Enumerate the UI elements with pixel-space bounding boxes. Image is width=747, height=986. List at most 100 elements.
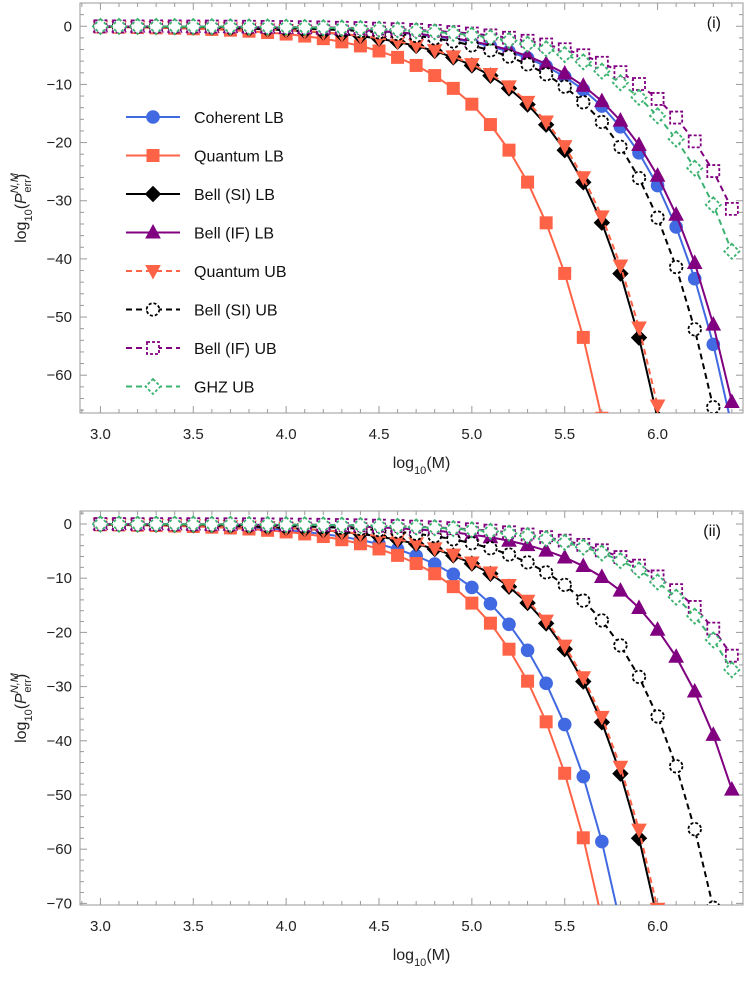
data-point-bell-si-ub xyxy=(613,139,628,155)
data-point-quantum-ub xyxy=(426,542,443,557)
data-point-bell-if-ub xyxy=(724,201,739,216)
y-axis-title-part: P xyxy=(13,193,30,204)
data-point-bell-if-lb xyxy=(631,136,647,151)
x-tick-label: 4.5 xyxy=(369,426,390,443)
data-point-ghz-ub xyxy=(648,107,667,125)
data-point-ghz-ub xyxy=(110,17,128,36)
data-point-bell-if-lb xyxy=(705,316,722,331)
data-point-coherent-lb xyxy=(576,769,591,784)
data-point-ghz-ub xyxy=(685,607,704,625)
data-point-quantum-ub xyxy=(556,639,573,655)
data-point-bell-si-ub xyxy=(520,555,535,570)
data-point-ghz-ub xyxy=(630,561,648,579)
legend-marker xyxy=(145,302,161,317)
data-point-bell-si-ub xyxy=(668,259,684,275)
data-point-ghz-ub xyxy=(370,20,388,38)
data-point-ghz-ub xyxy=(667,130,685,148)
series-line-bell-si-lb xyxy=(100,25,658,413)
data-point-quantum-lb xyxy=(446,81,460,95)
data-point-quantum-ub xyxy=(482,566,499,582)
data-point-quantum-lb xyxy=(558,766,572,780)
y-axis-title-part: 10 xyxy=(23,209,35,221)
data-point-ghz-ub xyxy=(537,39,555,58)
data-point-ghz-ub xyxy=(593,62,611,80)
data-point-bell-si-ub xyxy=(483,541,498,556)
series-quantum-ub xyxy=(92,20,666,413)
data-point-ghz-ub xyxy=(240,515,258,534)
x-tick-label: 3.0 xyxy=(90,918,111,935)
legend-marker xyxy=(146,149,160,162)
data-point-bell-si-ub xyxy=(557,577,572,593)
data-point-bell-si-ub xyxy=(446,532,461,547)
data-point-bell-if-lb xyxy=(705,726,722,741)
y-tick-label: −10 xyxy=(47,570,72,587)
x-tick-label: 6.0 xyxy=(647,918,668,935)
y-axis-title-part: ) xyxy=(13,674,30,679)
y-axis-title-part: ( xyxy=(13,703,30,709)
panel-label: (i) xyxy=(707,15,721,32)
data-point-bell-si-ub xyxy=(706,900,720,905)
data-point-ghz-ub xyxy=(704,631,723,649)
legend-entry-bell-si-ub: Bell (SI) UB xyxy=(126,302,278,320)
data-point-bell-if-ub xyxy=(724,648,739,663)
data-point-ghz-ub xyxy=(463,26,481,44)
y-axis-title-part: err xyxy=(22,179,34,193)
data-point-bell-if-lb xyxy=(575,557,592,573)
y-tick-label: −50 xyxy=(47,787,72,804)
x-tick-label: 5.0 xyxy=(461,918,482,935)
data-point-ghz-ub xyxy=(723,242,741,261)
data-point-quantum-ub xyxy=(482,68,499,83)
data-point-coherent-lb xyxy=(502,617,516,632)
y-tick-label: 0 xyxy=(64,18,72,35)
x-tick-label: 3.0 xyxy=(90,426,111,443)
x-axis-title-part: log xyxy=(393,947,414,964)
legend-marker xyxy=(146,341,160,355)
y-axis-title-part: 10 xyxy=(23,709,35,721)
data-point-quantum-ub xyxy=(538,115,554,131)
series-bell-si-ub xyxy=(93,517,720,905)
data-point-quantum-lb xyxy=(502,143,516,157)
data-point-bell-si-ub xyxy=(464,38,480,53)
data-point-ghz-ub xyxy=(704,196,723,214)
data-point-ghz-ub xyxy=(667,588,685,606)
data-point-bell-if-ub xyxy=(650,92,665,106)
data-point-ghz-ub xyxy=(128,17,147,36)
data-point-coherent-lb xyxy=(557,717,572,732)
legend-marker xyxy=(144,185,162,203)
data-point-ghz-ub xyxy=(388,517,407,536)
data-point-ghz-ub xyxy=(277,18,295,36)
series-line-bell-si-lb xyxy=(100,523,656,905)
data-point-quantum-lb xyxy=(576,330,590,344)
data-point-ghz-ub xyxy=(221,17,240,36)
data-point-bell-if-ub xyxy=(706,164,721,178)
data-point-quantum-ub xyxy=(612,259,629,275)
data-point-bell-if-ub xyxy=(632,77,646,91)
data-point-quantum-lb xyxy=(409,58,423,72)
data-point-ghz-ub xyxy=(425,23,444,41)
data-point-quantum-ub xyxy=(612,760,629,776)
x-axis-title-part: ( xyxy=(426,947,432,964)
data-point-bell-si-ub xyxy=(650,210,665,225)
y-tick-label: −40 xyxy=(47,733,72,750)
data-point-ghz-ub xyxy=(685,159,704,177)
legend-entry-bell-if-ub: Bell (IF) UB xyxy=(126,341,277,358)
data-point-ghz-ub xyxy=(203,17,221,36)
legend-label: Bell (SI) UB xyxy=(194,303,278,320)
y-axis-title-part: P xyxy=(13,693,30,704)
legend-label: Coherent LB xyxy=(194,110,284,127)
data-point-quantum-lb xyxy=(465,596,479,610)
legend-entry-bell-si-lb: Bell (SI) LB xyxy=(126,185,275,204)
data-point-ghz-ub xyxy=(537,529,555,548)
data-point-quantum-lb xyxy=(502,642,516,656)
data-point-ghz-ub xyxy=(295,515,314,534)
data-point-coherent-lb xyxy=(595,834,609,849)
data-point-bell-if-lb xyxy=(668,206,684,221)
data-point-ghz-ub xyxy=(110,515,128,533)
data-point-quantum-lb xyxy=(483,118,497,132)
legend-label: GHZ UB xyxy=(194,380,254,397)
y-axis-title-part: ( xyxy=(13,203,30,209)
data-point-ghz-ub xyxy=(555,533,574,552)
data-point-ghz-ub xyxy=(165,17,184,36)
data-point-quantum-ub xyxy=(631,823,647,839)
data-point-ghz-ub xyxy=(165,515,184,533)
